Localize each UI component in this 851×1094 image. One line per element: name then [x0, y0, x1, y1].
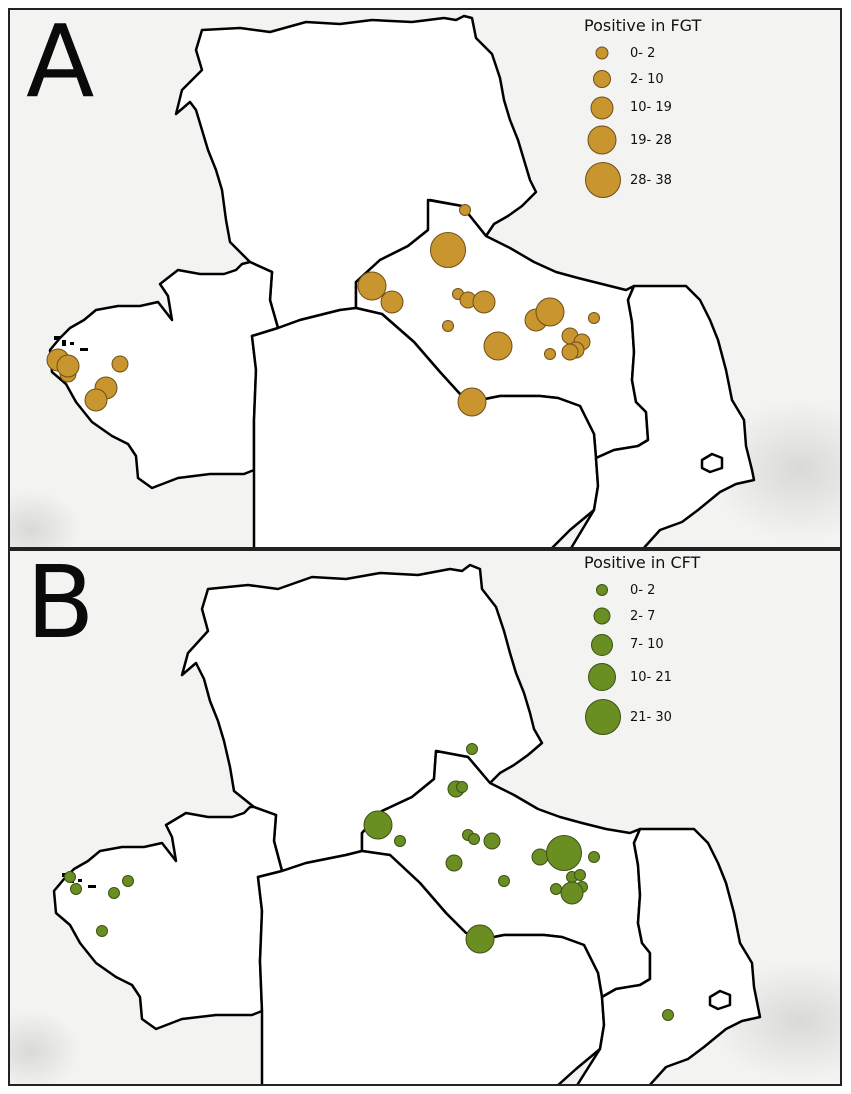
- legend-label: 10- 21: [630, 670, 672, 685]
- map-panel-b: B Positive in CFT 0- 2 2- 7 7- 10 10- 21…: [8, 549, 842, 1086]
- site-marker: [111, 355, 129, 373]
- site-marker: [96, 925, 108, 937]
- site-marker: [472, 290, 496, 314]
- site-marker: [84, 388, 108, 412]
- legend-label: 7- 10: [630, 637, 664, 652]
- site-marker: [574, 869, 586, 881]
- region-east: [576, 827, 762, 1084]
- legend-label: 10- 19: [630, 100, 672, 115]
- panel-label: A: [26, 8, 94, 120]
- site-marker: [544, 348, 556, 360]
- site-marker: [498, 875, 510, 887]
- region-west: [48, 260, 280, 490]
- site-marker: [70, 883, 82, 895]
- site-marker: [561, 343, 579, 361]
- legend-title: Positive in FGT: [584, 16, 702, 35]
- map-panel-a: A Positive in FGT 0- 2 2- 10 10- 19 19- …: [8, 8, 842, 549]
- site-marker: [465, 924, 495, 954]
- site-marker: [560, 881, 584, 905]
- site-marker: [468, 833, 480, 845]
- site-marker: [363, 810, 393, 840]
- site-marker: [108, 887, 120, 899]
- site-marker: [550, 883, 562, 895]
- legend-a: Positive in FGT 0- 2 2- 10 10- 19 19- 28…: [584, 16, 834, 198]
- enclave: [700, 452, 724, 474]
- site-marker: [588, 312, 600, 324]
- map-canvas-b: [10, 563, 840, 1084]
- legend-b: Positive in CFT 0- 2 2- 7 7- 10 10- 21 2…: [584, 553, 834, 735]
- terrain-relief: [10, 1011, 80, 1084]
- panel-label: B: [26, 549, 95, 661]
- legend-label: 28- 38: [630, 173, 672, 188]
- region-boundaries: [52, 563, 762, 1084]
- enclave: [708, 989, 732, 1011]
- site-markers-b: [64, 743, 674, 1021]
- site-markers-a: [46, 204, 600, 417]
- site-marker: [483, 331, 513, 361]
- site-marker: [483, 832, 501, 850]
- region-boundaries: [48, 14, 756, 547]
- region-central-south: [256, 849, 606, 1084]
- legend-label: 2- 7: [630, 609, 656, 624]
- site-marker: [394, 835, 406, 847]
- region-west: [52, 805, 284, 1031]
- site-marker: [442, 320, 454, 332]
- site-marker: [357, 271, 387, 301]
- legend-title: Positive in CFT: [584, 553, 701, 572]
- region-east: [570, 284, 756, 547]
- site-marker: [662, 1009, 674, 1021]
- site-marker: [445, 854, 463, 872]
- legend-label: 2- 10: [630, 72, 664, 87]
- site-marker: [466, 743, 478, 755]
- site-marker: [535, 297, 565, 327]
- terrain-relief: [10, 490, 80, 547]
- site-marker: [64, 871, 76, 883]
- site-marker: [531, 848, 549, 866]
- site-marker: [457, 387, 487, 417]
- site-marker: [546, 835, 582, 871]
- site-marker: [459, 204, 471, 216]
- legend-label: 19- 28: [630, 133, 672, 148]
- map-canvas-a: [10, 14, 840, 547]
- site-marker: [430, 232, 466, 268]
- legend-label: 0- 2: [630, 46, 656, 61]
- site-marker: [588, 851, 600, 863]
- site-marker: [380, 290, 404, 314]
- legend-label: 0- 2: [630, 583, 656, 598]
- region-central-south: [250, 306, 600, 547]
- coastal-islands: [54, 336, 88, 351]
- site-marker: [456, 781, 468, 793]
- site-marker: [56, 354, 80, 378]
- site-marker: [122, 875, 134, 887]
- legend-label: 21- 30: [630, 710, 672, 725]
